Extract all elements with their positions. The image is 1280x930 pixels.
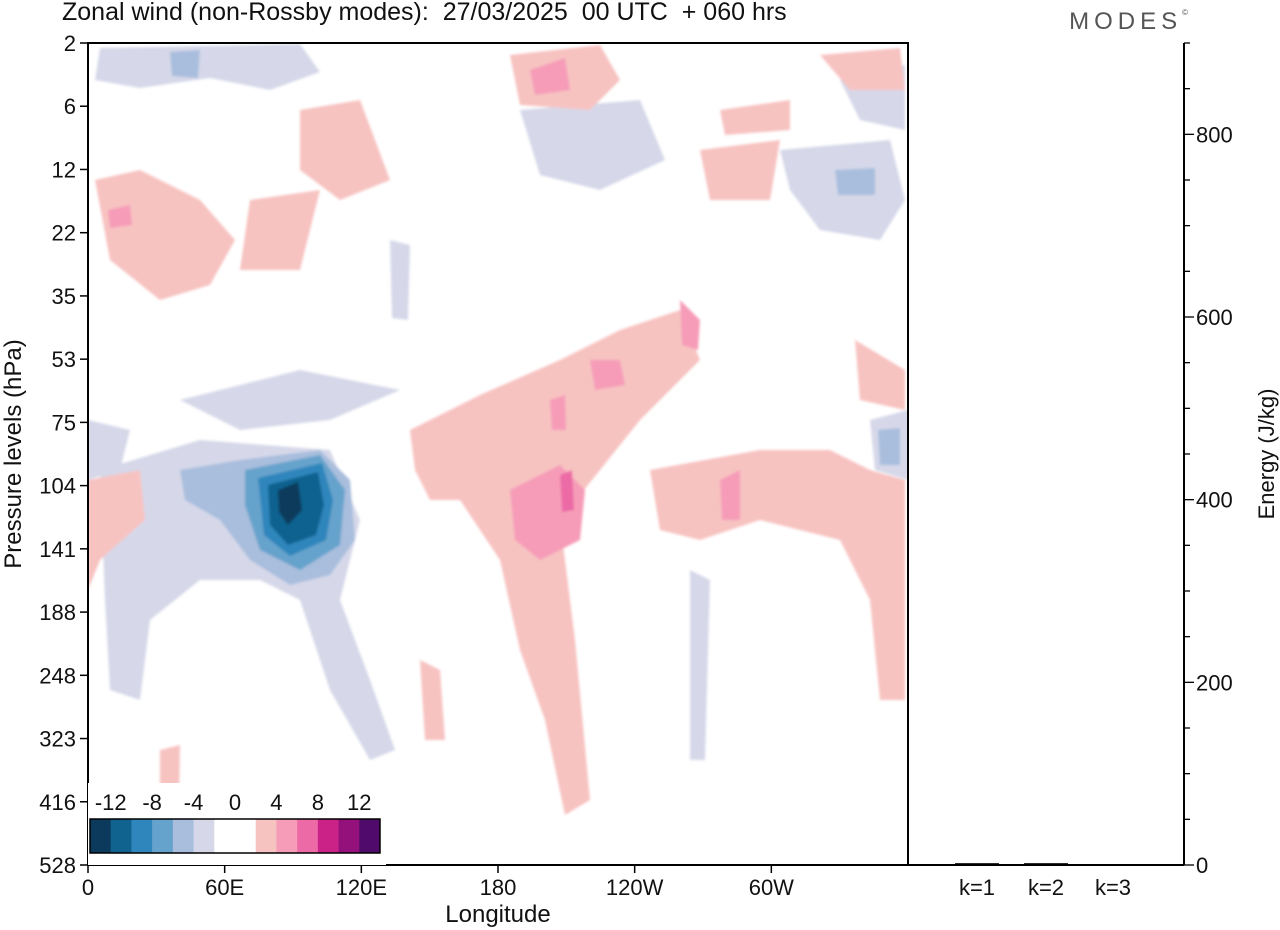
colorbar-swatch	[317, 819, 340, 853]
colorbar: -12 -8 -4 0 4 8 12	[88, 783, 386, 865]
colorbar-swatch	[193, 819, 215, 853]
colorbar-tick-label: 12	[347, 790, 371, 815]
energy-tick-label: 600	[1196, 305, 1233, 330]
pressure-tick-label: 248	[39, 663, 76, 688]
longitude-tick-label: 180	[480, 875, 517, 900]
pressure-tick-label: 323	[39, 727, 76, 752]
colorbar-tick-label: 0	[229, 790, 241, 815]
colorbar-tick-label: 8	[312, 790, 324, 815]
neg-anomaly-right-blue	[878, 428, 900, 465]
energy-bars: k=1 k=2 k=3	[955, 863, 1135, 900]
heatmap-field	[88, 43, 908, 865]
pos-anomaly-left-edge	[88, 470, 145, 590]
pos-anomaly-central-column	[410, 310, 700, 815]
modes-logo: MODES©	[1069, 8, 1188, 35]
colorbar-swatch	[338, 819, 360, 853]
pos-anomaly-right-edge-upper	[855, 340, 905, 410]
colorbar-swatch	[235, 819, 257, 853]
pressure-tick-label: 416	[39, 790, 76, 815]
energy-axis-label: Energy (J/kg)	[1254, 389, 1279, 520]
pos-anomaly-upper-right-core	[680, 300, 700, 350]
colorbar-tick-label: -12	[95, 790, 127, 815]
longitude-tick-label: 0	[82, 875, 94, 900]
longitude-tick-label: 60W	[749, 875, 794, 900]
pos-anomaly-central-peak	[560, 470, 574, 512]
pressure-tick-label: 528	[39, 853, 76, 878]
pos-anomaly-right	[700, 140, 780, 200]
colorbar-swatch	[276, 819, 298, 853]
energy-bar	[1091, 864, 1135, 865]
energy-bar	[1024, 863, 1068, 865]
pos-anomaly-small	[550, 395, 566, 430]
pos-anomaly-upper-mid	[300, 100, 390, 200]
neg-anomaly-upper-left	[95, 44, 320, 90]
energy-tick-label: 400	[1196, 488, 1233, 513]
pos-anomaly-right-top	[820, 48, 905, 90]
neg-anomaly-band	[180, 370, 400, 430]
energy-category-label: k=1	[959, 875, 995, 900]
pos-anomaly-upper-left	[95, 170, 235, 300]
pos-anomaly-lower	[420, 660, 445, 740]
pressure-tick-label: 104	[39, 474, 76, 499]
colorbar-swatch	[152, 819, 174, 853]
pressure-tick-label: 75	[52, 410, 76, 435]
colorbar-swatch	[214, 819, 236, 853]
pressure-tick-label: 6	[64, 94, 76, 119]
energy-axis: 0 200 400 600 800	[1184, 42, 1233, 878]
pos-anomaly-mid-core	[590, 360, 625, 390]
pressure-tick-label: 141	[39, 537, 76, 562]
neg-anomaly-strip	[690, 570, 710, 760]
longitude-tick-label: 120W	[606, 875, 664, 900]
pos-anomaly-left-core	[108, 205, 132, 228]
pos-anomaly-upper-mid2	[240, 190, 320, 270]
pos-anomaly-mid-right2	[720, 100, 790, 135]
colorbar-tick-label: -8	[142, 790, 162, 815]
colorbar-swatch	[110, 819, 132, 853]
chart-title: Zonal wind (non-Rossby modes): 27/03/202…	[62, 0, 787, 26]
x-axis-label: Longitude	[445, 901, 550, 928]
pressure-tick-label: 35	[52, 284, 76, 309]
energy-tick-label: 200	[1196, 670, 1233, 695]
pos-anomaly-right-block	[650, 450, 905, 700]
energy-category-label: k=3	[1095, 875, 1131, 900]
neg-anomaly-top-blue	[170, 50, 200, 78]
pressure-tick-label: 188	[39, 600, 76, 625]
colorbar-swatch	[359, 819, 381, 853]
neg-anomaly-col	[390, 240, 410, 320]
energy-bar	[955, 863, 999, 865]
neg-anomaly-left-edge	[88, 420, 130, 480]
colorbar-swatch	[90, 819, 112, 853]
colorbar-swatch	[297, 819, 319, 853]
neg-anomaly-top-center	[520, 100, 665, 190]
energy-category-label: k=2	[1028, 875, 1064, 900]
pos-anomaly-right-core	[720, 470, 740, 520]
longitude-axis: 0 60E 120E 180 120W 60W	[82, 865, 794, 900]
longitude-tick-label: 60E	[205, 875, 244, 900]
pos-anomaly-top-core	[530, 58, 570, 95]
pressure-tick-label: 53	[52, 347, 76, 372]
longitude-tick-label: 120E	[336, 875, 387, 900]
colorbar-tick-label: -4	[184, 790, 204, 815]
energy-tick-label: 0	[1196, 853, 1208, 878]
pressure-tick-label: 12	[52, 157, 76, 182]
neg-jet-peak	[278, 482, 302, 525]
y-axis-label: Pressure levels (hPa)	[0, 339, 27, 568]
pressure-axis: 2 6 12 22 35 53 75 104 141 188 248 323 416 528	[39, 31, 88, 878]
colorbar-swatch	[172, 819, 195, 853]
pressure-tick-label: 22	[52, 221, 76, 246]
colorbar-frame	[89, 818, 381, 854]
colorbar-tick-label: 4	[270, 790, 282, 815]
colorbar-swatch	[255, 819, 277, 853]
pressure-tick-label: 2	[64, 31, 76, 56]
neg-anomaly-upper-right-blue	[835, 168, 875, 195]
energy-tick-label: 800	[1196, 122, 1233, 147]
colorbar-swatch	[131, 819, 153, 853]
